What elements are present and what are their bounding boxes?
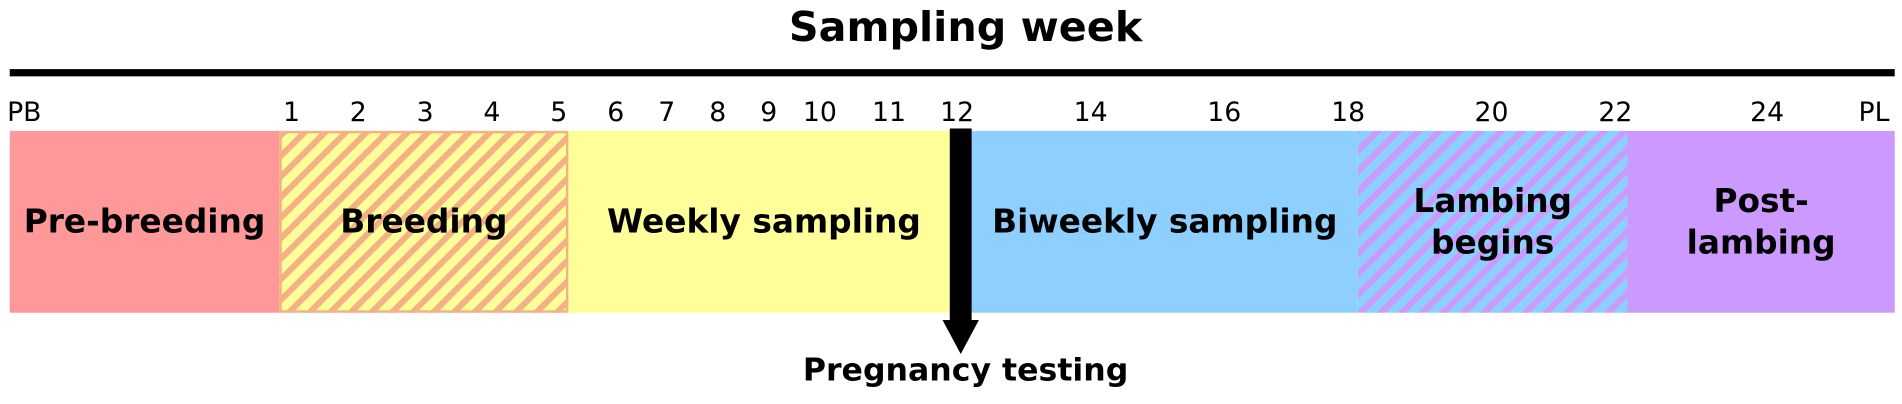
- tick-label: 7: [658, 97, 675, 128]
- segment-label: begins: [1431, 223, 1554, 261]
- tick-label: 22: [1598, 97, 1632, 128]
- segment-label: Post-: [1713, 182, 1808, 220]
- segment-label: Breeding: [340, 203, 507, 241]
- segment-border: [279, 130, 569, 313]
- segment-label: Weekly sampling: [607, 203, 921, 241]
- segment-label: Pre-breeding: [24, 203, 266, 241]
- tick-label: 10: [803, 97, 837, 128]
- segment: [9, 130, 280, 313]
- tick-label: 1: [283, 97, 300, 128]
- segment: [279, 130, 569, 313]
- segments: Pre-breeding Breeding Weekly sampling Biwee…: [9, 130, 1895, 313]
- segment-label: Biweekly sampling: [992, 203, 1337, 241]
- tick-label: 12: [940, 97, 974, 128]
- pregnancy-bar: [949, 128, 972, 323]
- segment: [971, 130, 1358, 313]
- tick-label: PL: [1859, 97, 1890, 128]
- tick-label: 8: [709, 97, 726, 128]
- tick-label: 20: [1474, 97, 1508, 128]
- tick-label: 4: [483, 97, 500, 128]
- tick-label: PB: [7, 97, 41, 128]
- tick-label: 16: [1207, 97, 1241, 128]
- tick-label: 11: [872, 97, 906, 128]
- segment: [568, 130, 960, 313]
- tick-label: 5: [550, 97, 567, 128]
- tick-label: 3: [417, 97, 434, 128]
- annotation: Pregnancy testing: [803, 353, 1128, 389]
- segment-label: lambing: [1687, 223, 1836, 261]
- tick-label: 18: [1331, 97, 1365, 128]
- tick-label: 2: [350, 97, 367, 128]
- title: Sampling week: [789, 3, 1144, 51]
- tick-label: 9: [760, 97, 777, 128]
- arrow-head: [942, 320, 979, 354]
- segment: [1357, 130, 1628, 313]
- segment-label: Lambing: [1413, 182, 1572, 220]
- tick-label: 24: [1750, 97, 1784, 128]
- tick-labels: PB 1 2 3 4 5 6 7 8 9 10 11 12 14 16 18 20 22 24 PL: [7, 97, 1890, 128]
- segment: [1627, 130, 1895, 313]
- tick-label: 14: [1074, 97, 1108, 128]
- tick-label: 6: [607, 97, 624, 128]
- header-rule: [9, 69, 1895, 77]
